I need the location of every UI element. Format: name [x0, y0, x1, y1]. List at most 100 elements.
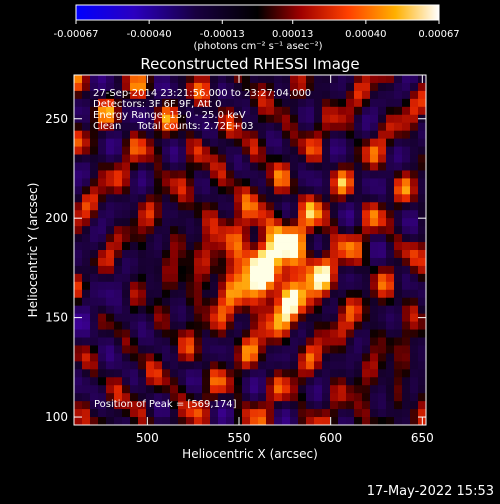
heatmap-cell [386, 210, 395, 219]
heatmap-cell [258, 337, 267, 346]
heatmap-cell [154, 393, 163, 402]
heatmap-cell [138, 178, 147, 187]
heatmap-cell [138, 146, 147, 155]
heatmap-cell [114, 218, 123, 227]
heatmap-cell [290, 337, 299, 346]
heatmap-cell [242, 106, 251, 116]
heatmap-cell [306, 257, 315, 267]
heatmap-cell [282, 273, 291, 283]
heatmap-cell [338, 146, 347, 155]
heatmap-cell [410, 98, 419, 108]
heatmap-cell [394, 409, 403, 418]
heatmap-cell [282, 401, 291, 410]
heatmap-cell [322, 393, 331, 402]
heatmap-cell [346, 321, 355, 330]
heatmap-cell [154, 130, 163, 140]
heatmap-cell [266, 90, 275, 100]
heatmap-cell [234, 305, 243, 315]
heatmap-cell [106, 297, 115, 307]
heatmap-cell [130, 90, 139, 100]
heatmap-cell [154, 122, 163, 132]
heatmap-cell [194, 114, 203, 124]
heatmap-cell [298, 409, 307, 418]
heatmap-cell [178, 353, 187, 362]
heatmap-cell [242, 194, 251, 203]
heatmap-cell [234, 361, 243, 370]
heatmap-cell [242, 337, 251, 346]
heatmap-cell [290, 242, 299, 251]
heatmap-cell [314, 75, 323, 84]
heatmap-cell [98, 377, 107, 386]
heatmap-cell [226, 257, 235, 267]
heatmap-cell [202, 377, 211, 386]
heatmap-cell [106, 106, 115, 116]
heatmap-cell [122, 321, 131, 330]
heatmap-cell [330, 265, 339, 275]
heatmap-cell [194, 409, 203, 418]
heatmap-cell [218, 417, 227, 425]
heatmap-cell [194, 98, 203, 108]
heatmap-cell [346, 170, 355, 179]
heatmap-cell [194, 265, 203, 275]
heatmap-cell [194, 242, 203, 251]
heatmap-cell [306, 146, 315, 155]
heatmap-cell [178, 393, 187, 402]
heatmap-cell [210, 90, 219, 100]
heatmap-cell [266, 353, 275, 362]
heatmap-cell [274, 90, 283, 100]
heatmap-cell [114, 202, 123, 211]
heatmap-cell [106, 194, 115, 203]
heatmap-cell [162, 162, 171, 171]
heatmap-cell [338, 281, 347, 291]
heatmap-cell [370, 401, 379, 410]
heatmap-cell [298, 345, 307, 354]
heatmap-cell [234, 194, 243, 203]
heatmap-cell [370, 361, 379, 370]
heatmap-cell [146, 210, 155, 219]
heatmap-cell [106, 138, 115, 147]
heatmap-cell [418, 178, 426, 187]
heatmap-cell [402, 122, 411, 132]
heatmap-cell [378, 409, 387, 418]
heatmap-cell [186, 122, 195, 132]
heatmap-cell [210, 265, 219, 275]
heatmap-cell [146, 401, 155, 410]
heatmap-cell [346, 361, 355, 370]
heatmap-cell [114, 170, 123, 179]
heatmap-cell [298, 98, 307, 108]
heatmap-cell [322, 162, 331, 171]
heatmap-cell [394, 417, 403, 425]
heatmap-cell [418, 170, 426, 179]
heatmap-cell [362, 401, 371, 410]
heatmap-cell [346, 377, 355, 386]
heatmap-cell [218, 218, 227, 227]
heatmap-cell [178, 257, 187, 267]
heatmap-cell [146, 305, 155, 315]
heatmap-cell [362, 257, 371, 267]
heatmap-cell [82, 273, 91, 283]
heatmap-cell [130, 313, 139, 322]
heatmap-cell [210, 106, 219, 116]
heatmap-cell [106, 218, 115, 227]
heatmap-cell [74, 186, 83, 195]
heatmap-cell [282, 98, 291, 108]
heatmap-cell [194, 337, 203, 346]
heatmap-cell [378, 313, 387, 322]
heatmap-cell [290, 369, 299, 378]
heatmap-cell [274, 210, 283, 219]
heatmap-cell [82, 345, 91, 354]
heatmap-cell [98, 297, 107, 307]
heatmap-cell [242, 345, 251, 354]
heatmap-cell [274, 289, 283, 299]
heatmap-cell [402, 234, 411, 243]
heatmap-cell [298, 138, 307, 147]
heatmap-cell [410, 202, 419, 211]
heatmap-cell [258, 154, 267, 163]
heatmap-cell [146, 361, 155, 370]
heatmap-cell [306, 218, 315, 227]
heatmap-cell [186, 130, 195, 140]
heatmap-cell [418, 401, 426, 410]
heatmap-cell [154, 186, 163, 195]
heatmap-cell [74, 138, 83, 147]
heatmap-cell [298, 90, 307, 100]
